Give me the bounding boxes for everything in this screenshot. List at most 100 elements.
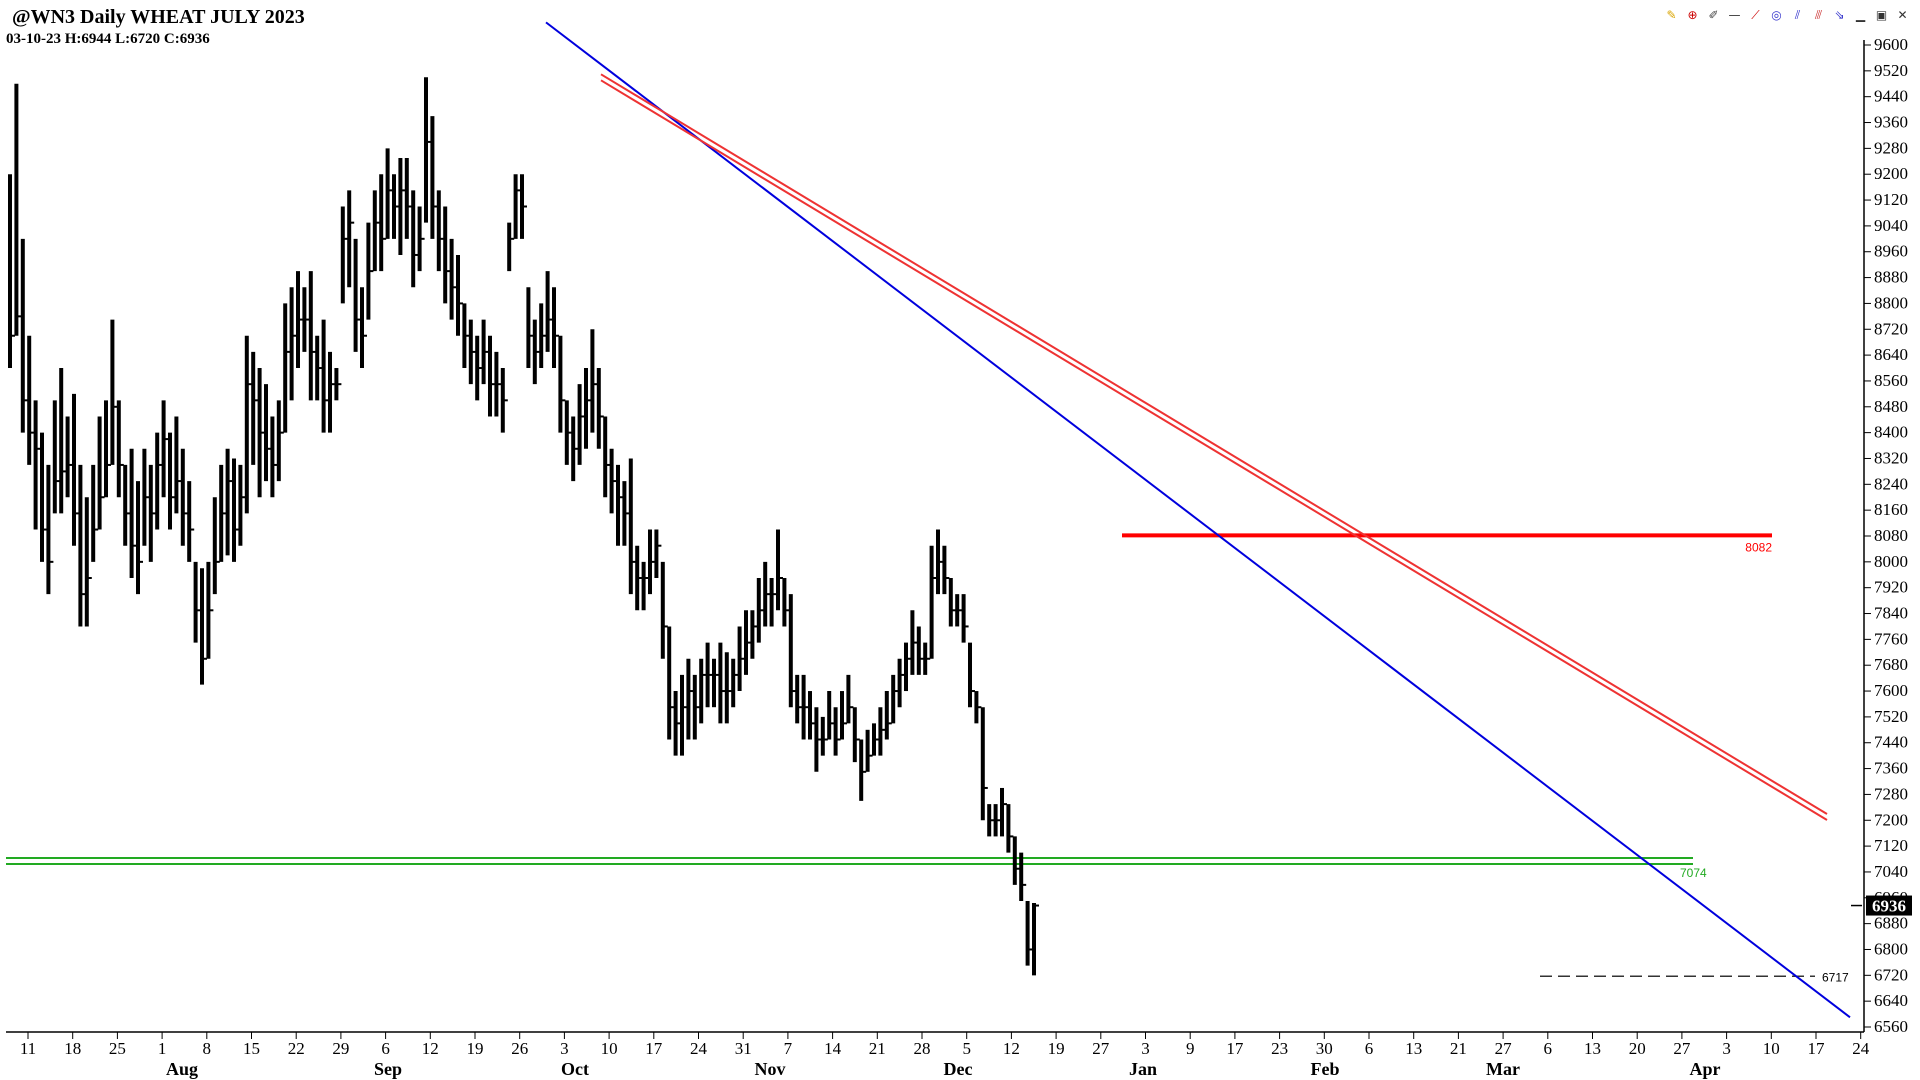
day-tick-label: 27 [1673,1039,1691,1058]
day-tick-label: 31 [735,1039,752,1058]
month-tick-label: Feb [1311,1059,1340,1079]
day-tick-label: 24 [1852,1039,1870,1058]
price-tick-label: 8720 [1874,319,1908,338]
dashed-level-label: 6717 [1822,970,1849,984]
price-tick-label: 6720 [1874,965,1908,984]
day-tick-label: 25 [109,1039,126,1058]
day-tick-label: 13 [1584,1039,1601,1058]
price-tick-label: 7920 [1874,578,1908,597]
day-tick-label: 3 [560,1039,569,1058]
restore-icon[interactable]: ▣ [1875,8,1888,22]
day-tick-label: 18 [64,1039,81,1058]
day-tick-label: 29 [332,1039,349,1058]
day-tick-label: 24 [690,1039,708,1058]
price-tick-label: 9600 [1874,35,1908,54]
pencil-icon[interactable]: ✎ [1666,8,1677,22]
price-tick-label: 8640 [1874,345,1908,364]
day-tick-label: 15 [243,1039,260,1058]
day-tick-label: 21 [1450,1039,1467,1058]
price-tick-label: 7200 [1874,810,1908,829]
price-tick-label: 7280 [1874,784,1908,803]
day-tick-label: 17 [645,1039,663,1058]
day-tick-label: 10 [1763,1039,1780,1058]
day-tick-label: 17 [1226,1039,1244,1058]
day-tick-label: 6 [381,1039,390,1058]
close-icon[interactable]: ✕ [1897,8,1908,22]
day-tick-label: 1 [158,1039,167,1058]
day-tick-label: 7 [784,1039,793,1058]
last-price-box [1866,895,1912,916]
price-tick-label: 9120 [1874,190,1908,209]
month-tick-label: Apr [1690,1059,1721,1079]
day-tick-label: 6 [1544,1039,1553,1058]
red-trendline-lower [600,79,1828,821]
month-tick-label: Aug [166,1059,198,1079]
minimize-icon[interactable]: ▁ [1855,8,1866,22]
price-tick-label: 9040 [1874,216,1908,235]
day-tick-label: 9 [1186,1039,1195,1058]
price-tick-label: 9200 [1874,164,1908,183]
blue-trendline [545,21,1851,1019]
month-tick-label: Nov [755,1059,786,1079]
day-tick-label: 11 [20,1039,36,1058]
chart-title: @WN3 Daily WHEAT JULY 2023 [12,6,305,28]
price-tick-label: 8400 [1874,423,1908,442]
day-tick-label: 23 [1271,1039,1288,1058]
price-tick-label: 7360 [1874,759,1908,778]
resistance-label: 8082 [1745,540,1772,554]
price-tick-label: 8240 [1874,474,1908,493]
month-tick-label: Jan [1129,1059,1157,1079]
day-tick-label: 12 [422,1039,439,1058]
day-tick-label: 6 [1365,1039,1374,1058]
day-tick-label: 5 [962,1039,971,1058]
line-icon[interactable]: — [1728,8,1741,22]
red-trendline-upper [600,73,1828,815]
day-tick-label: 12 [1003,1039,1020,1058]
day-tick-label: 22 [288,1039,305,1058]
price-tick-label: 8320 [1874,448,1908,467]
day-tick-label: 27 [1495,1039,1513,1058]
price-tick-label: 9440 [1874,87,1908,106]
price-tick-label: 8960 [1874,242,1908,261]
month-tick-label: Mar [1486,1059,1520,1079]
drawing-toolbar: ✎ ⊕ ✐ — ⟋ ◎ ⫽ ⫻ ⇘ ▁ ▣ ✕ [1664,8,1910,23]
price-tick-label: 6640 [1874,991,1908,1010]
price-tick-label: 8800 [1874,293,1908,312]
circle-icon[interactable]: ◎ [1771,8,1782,22]
price-tick-label: 8080 [1874,526,1908,545]
last-price-label: 6936 [1872,897,1906,916]
arrow-icon[interactable]: ⇘ [1834,8,1845,22]
month-tick-label: Dec [944,1059,973,1079]
trendline-icon[interactable]: ⟋ [1751,8,1760,22]
month-tick-label: Sep [374,1059,402,1079]
price-tick-label: 6800 [1874,939,1908,958]
price-tick-label: 8000 [1874,552,1908,571]
day-tick-label: 3 [1141,1039,1150,1058]
price-tick-label: 8560 [1874,371,1908,390]
day-tick-label: 13 [1405,1039,1422,1058]
day-tick-label: 28 [914,1039,931,1058]
price-tick-label: 7440 [1874,733,1908,752]
day-tick-label: 26 [511,1039,528,1058]
ohlc-readout: 03-10-23 H:6944 L:6720 C:6936 [6,31,210,47]
price-tick-label: 7520 [1874,707,1908,726]
day-tick-label: 30 [1316,1039,1333,1058]
day-tick-label: 21 [869,1039,886,1058]
price-tick-label: 8880 [1874,268,1908,287]
price-tick-label: 7120 [1874,836,1908,855]
price-tick-label: 7760 [1874,629,1908,648]
fan-icon[interactable]: ⫽ [1794,8,1801,22]
day-tick-label: 17 [1808,1039,1826,1058]
channel-icon[interactable]: ⫻ [1814,8,1823,22]
price-tick-label: 7840 [1874,604,1908,623]
brush-icon[interactable]: ✐ [1708,8,1719,22]
day-tick-label: 19 [467,1039,484,1058]
price-tick-label: 7040 [1874,862,1908,881]
price-tick-label: 7600 [1874,681,1908,700]
day-tick-label: 3 [1722,1039,1731,1058]
day-tick-label: 14 [824,1039,842,1058]
crosshair-icon[interactable]: ⊕ [1687,8,1698,22]
price-tick-label: 6560 [1874,1017,1908,1036]
day-tick-label: 8 [203,1039,212,1058]
